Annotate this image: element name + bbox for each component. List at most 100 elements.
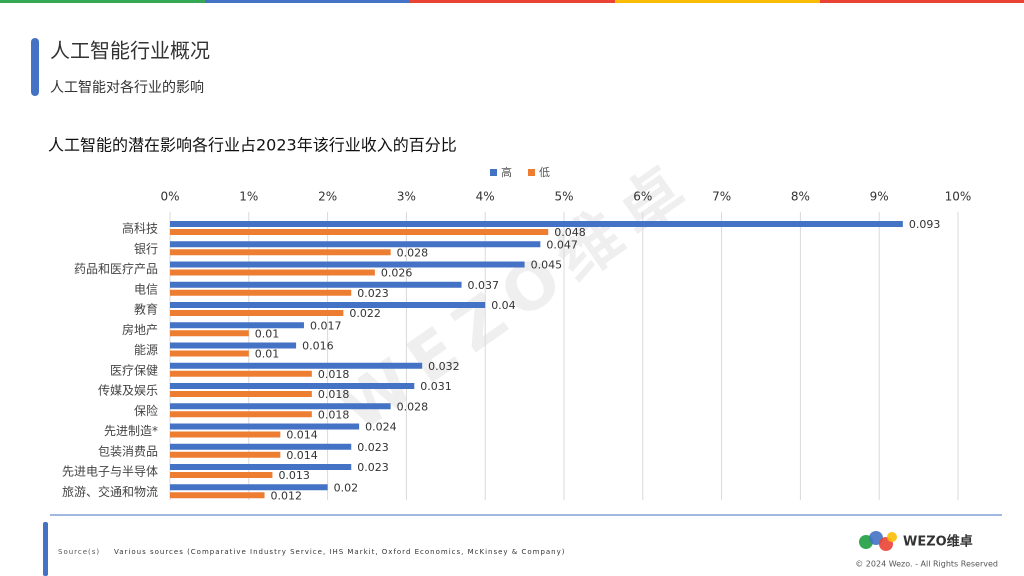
data-label: 0.023 [357,287,389,300]
chart-title: 人工智能的潜在影响各行业占2023年该行业收入的百分比 [48,136,457,155]
data-label: 0.045 [531,259,563,272]
x-tick-label: 8% [791,190,810,204]
bar [170,431,281,438]
x-tick-label: 5% [554,190,573,204]
x-tick-label: 10% [945,190,972,204]
bar [170,229,549,235]
data-label: 0.032 [428,360,460,373]
bar [170,249,391,256]
x-tick-label: 6% [633,190,652,204]
data-label: 0.014 [286,429,318,442]
slide-subtitle: 人工智能对各行业的影响 [50,80,204,96]
bar [170,310,344,316]
x-tick-label: 4% [476,190,495,204]
logo-text: WEZO维卓 [903,534,973,550]
x-tick-label: 2% [318,190,337,204]
bar [170,322,304,329]
y-tick-label: 药品和医疗产品 [74,262,158,276]
bar [170,342,297,349]
data-label: 0.028 [397,400,429,413]
data-label: 0.037 [468,279,500,292]
bar [170,411,312,418]
bar [170,391,312,397]
data-label: 0.018 [318,388,350,401]
x-tick-label: 7% [712,190,731,204]
data-label: 0.014 [286,449,318,462]
data-label: 0.028 [397,246,429,259]
stripe [0,0,205,3]
x-tick-label: 1% [239,190,258,204]
bar [170,492,265,499]
legend-swatch [528,169,535,176]
y-tick-label: 包装消费品 [98,444,158,458]
y-tick-label: 医疗保健 [110,363,158,377]
stripe [615,0,820,3]
stripe [205,0,410,3]
y-tick-label: 教育 [134,302,158,317]
bar [170,241,541,248]
y-tick-label: 电信 [134,282,158,296]
stripe [410,0,615,3]
accent-bar [31,38,39,96]
bar [170,403,391,410]
bar [170,362,423,369]
x-tick-label: 3% [397,190,416,204]
data-label: 0.022 [349,307,381,320]
bar [170,423,360,430]
bar [170,464,352,470]
y-tick-label: 能源 [134,343,158,357]
data-label: 0.026 [381,267,413,280]
bar [170,281,462,288]
bar [170,261,525,268]
data-label: 0.01 [255,348,279,361]
bar [170,484,328,491]
data-label: 0.048 [554,226,586,239]
legend-swatch [490,169,497,176]
y-tick-label: 先进电子与半导体 [62,465,158,479]
data-label: 0.023 [357,461,389,474]
y-tick-label: 银行 [134,242,158,256]
legend-label: 低 [539,166,550,179]
y-tick-label: 先进制造* [104,424,158,438]
data-label: 0.01 [255,327,279,340]
copyright: © 2024 Wezo. - All Rights Reserved [855,560,998,569]
data-label: 0.018 [318,408,350,421]
bar [170,302,486,308]
logo-mark [887,532,897,542]
bar [170,350,249,357]
bar [170,289,352,296]
data-label: 0.013 [278,469,310,482]
data-label: 0.016 [302,340,334,353]
bar [170,383,415,389]
bar [170,370,312,377]
data-label: 0.012 [271,489,303,502]
y-tick-label: 房地产 [122,322,158,337]
source-label: Source(s) [58,548,100,556]
data-label: 0.024 [365,421,397,434]
y-tick-label: 高科技 [122,221,158,236]
y-tick-label: 旅游、交通和物流 [62,484,158,499]
data-label: 0.023 [357,441,389,454]
data-label: 0.018 [318,368,350,381]
data-label: 0.093 [909,218,941,231]
legend-label: 高 [501,165,512,179]
x-tick-label: 0% [160,190,179,204]
data-label: 0.04 [491,299,516,312]
data-label: 0.017 [310,319,342,332]
stripe [820,0,1024,3]
y-tick-label: 保险 [134,403,158,418]
bar [170,472,273,478]
data-label: 0.047 [546,238,578,251]
y-tick-label: 传媒及娱乐 [98,383,158,398]
bar [170,221,903,227]
footer-accent [43,522,48,576]
data-label: 0.02 [334,481,359,494]
source-text: Various sources (Comparative Industry Se… [114,548,566,556]
slide-title: 人工智能行业概况 [50,39,210,63]
bar [170,443,352,450]
x-tick-label: 9% [870,190,889,204]
data-label: 0.031 [420,380,452,393]
bar [170,330,249,337]
